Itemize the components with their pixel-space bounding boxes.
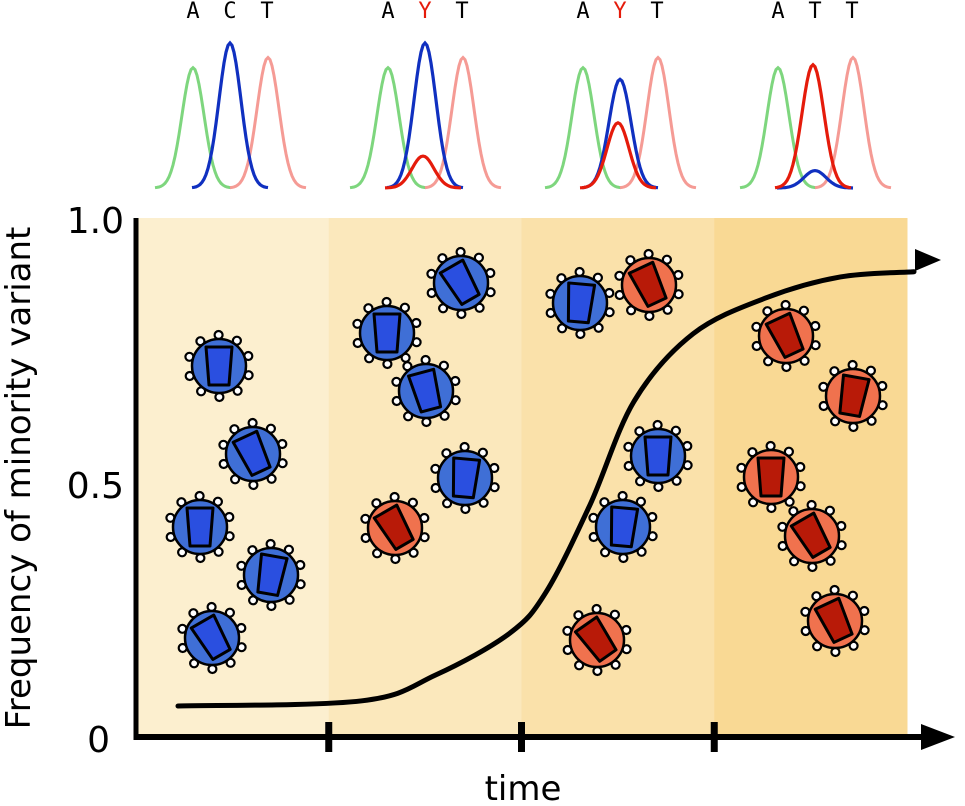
- sequence-base: T: [260, 0, 273, 24]
- peak-A: [349, 65, 427, 190]
- mutant-virus: [751, 299, 821, 373]
- virus-core: [627, 260, 668, 308]
- wildtype-virus: [623, 419, 693, 493]
- wildtype-virus: [218, 417, 288, 491]
- sequence-base: Y: [613, 0, 626, 24]
- sequence-base: T: [455, 0, 468, 24]
- virus-core: [407, 367, 443, 414]
- virus-core: [756, 456, 786, 498]
- sequence-base: A: [381, 0, 394, 24]
- wildtype-virus: [165, 490, 235, 564]
- sequence-base: T: [845, 0, 858, 24]
- mutant-virus: [818, 359, 888, 433]
- mutant-virus: [614, 248, 684, 322]
- virus-core: [573, 615, 618, 663]
- wildtype-virus: [184, 329, 254, 403]
- peak-A: [544, 65, 622, 190]
- curve-arrowhead: [915, 249, 941, 271]
- sequence-base: A: [771, 0, 784, 24]
- virus-core: [189, 613, 232, 661]
- virus-core: [764, 311, 805, 359]
- frequency-curve-layer: [175, 249, 941, 709]
- mutant-virus: [736, 440, 806, 514]
- y-tick-label-top: 1.0: [67, 201, 124, 242]
- sequence-base: A: [186, 0, 199, 24]
- x-axis-arrowhead: [921, 724, 955, 750]
- peak-wildtype: [581, 77, 659, 190]
- peak-mutant: [384, 154, 462, 190]
- peak-A: [154, 65, 232, 190]
- sequence-base: T: [808, 0, 821, 24]
- sequence-base: A: [576, 0, 589, 24]
- peak-T: [229, 55, 307, 190]
- mutant-virus: [800, 584, 870, 658]
- peak-T: [424, 55, 502, 190]
- sequence-base: T: [650, 0, 663, 24]
- wildtype-virus: [236, 538, 306, 612]
- peak-wildtype: [776, 168, 854, 190]
- axes: 1.0 0.5 0 Frequency of minority variant …: [0, 201, 955, 806]
- y-tick-label-bottom: 0: [87, 720, 110, 761]
- virus-core: [185, 506, 215, 548]
- sequence-base: Y: [418, 0, 431, 24]
- wildtype-virus: [430, 441, 500, 515]
- virus-core: [838, 373, 871, 418]
- peak-mutant: [774, 62, 852, 190]
- frequency-curve: [175, 269, 917, 709]
- virus-core: [372, 312, 402, 354]
- wildtype-virus: [588, 490, 658, 564]
- peak-wildtype: [191, 40, 269, 190]
- wildtype-virus: [177, 601, 247, 675]
- mutant-virus: [777, 499, 847, 573]
- wildtype-virus: [426, 246, 496, 320]
- y-tick-label-mid: 0.5: [67, 466, 124, 507]
- virus-core: [451, 456, 482, 500]
- peak-wildtype: [386, 40, 464, 190]
- mutant-virus: [562, 603, 632, 677]
- wildtype-virus: [545, 266, 615, 340]
- y-axis-title: Frequency of minority variant: [0, 227, 39, 730]
- mutant-virus: [360, 491, 430, 565]
- x-ticks: [325, 722, 718, 752]
- virus-core: [231, 429, 272, 477]
- x-axis-title: time: [485, 769, 562, 806]
- peak-A: [739, 65, 817, 190]
- virus-core: [813, 596, 854, 644]
- virus-core: [566, 281, 597, 325]
- virus-core: [789, 511, 832, 559]
- sequence-base: C: [223, 0, 236, 24]
- virus-core: [204, 345, 234, 387]
- virus-core: [609, 505, 640, 549]
- wildtype-virus: [352, 296, 422, 370]
- virus-core: [372, 503, 415, 551]
- virus-core: [256, 552, 289, 597]
- virus-core: [643, 435, 673, 477]
- peak-mutant: [579, 121, 657, 190]
- peak-T: [619, 55, 697, 190]
- wildtype-virus: [391, 354, 461, 428]
- virus-particles: [165, 246, 888, 677]
- virus-core: [438, 258, 481, 306]
